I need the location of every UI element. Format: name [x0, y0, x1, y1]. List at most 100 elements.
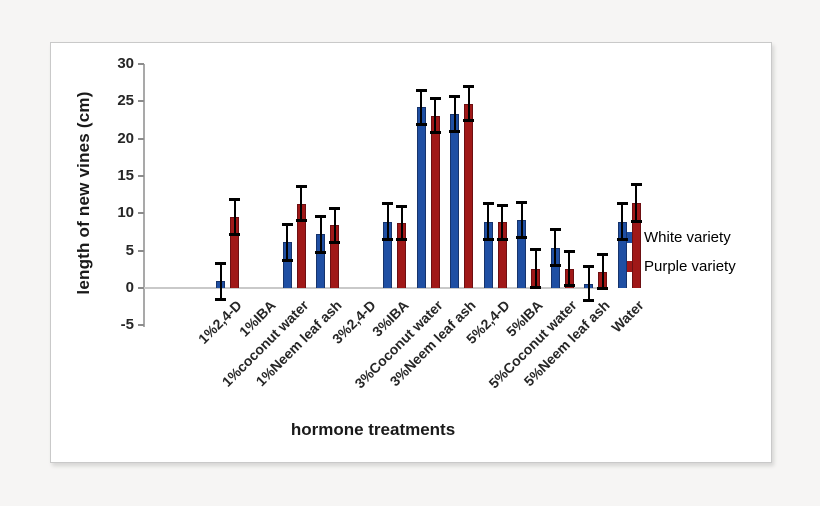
error-bar-line — [601, 254, 604, 289]
error-bar-line — [286, 224, 289, 261]
error-bar-line — [233, 199, 236, 235]
error-bar-line — [420, 90, 423, 125]
error-bar-line — [520, 202, 523, 238]
legend-label: Purple variety — [644, 257, 736, 275]
error-bar-line — [333, 208, 336, 243]
y-tick-mark — [138, 287, 144, 289]
bar-white-variety — [450, 114, 460, 288]
x-axis-title: hormone treatments — [290, 420, 456, 439]
y-tick-mark — [138, 249, 144, 252]
error-bar-cap — [429, 96, 441, 100]
error-bar-cap — [449, 130, 461, 134]
error-bar-cap — [482, 202, 494, 206]
error-bar-cap — [616, 202, 628, 206]
legend-item: White variety — [626, 227, 736, 247]
y-tick-mark — [138, 63, 144, 65]
error-bar-cap — [315, 214, 327, 218]
error-bar-line — [568, 251, 571, 286]
error-bar-cap — [229, 198, 240, 202]
error-bar-cap — [329, 206, 341, 210]
y-tick-label: 0 — [125, 279, 134, 296]
legend-swatch-icon — [626, 260, 637, 272]
zero-axis-line — [144, 287, 601, 289]
x-category-label: 1%2,4-D — [194, 297, 245, 347]
error-bar-cap — [295, 184, 307, 188]
error-bar-cap — [482, 237, 494, 241]
error-bar-cap — [583, 264, 595, 268]
y-tick-label: 20 — [117, 129, 134, 147]
error-bar-cap — [549, 228, 561, 232]
legend: White variety Purple variety — [626, 227, 736, 276]
y-tick-label: 30 — [117, 55, 134, 72]
y-tick-label: 10 — [117, 204, 134, 222]
error-bar-cap — [516, 235, 528, 239]
error-bar-line — [386, 203, 389, 240]
error-bar-cap — [530, 248, 542, 252]
y-axis-title: length of new vines (cm) — [74, 91, 93, 295]
error-bar-cap — [597, 252, 609, 256]
error-bar-line — [635, 184, 638, 222]
error-bar-cap — [415, 88, 427, 92]
error-bar-cap — [415, 122, 427, 126]
error-bar-cap — [295, 219, 307, 223]
legend-label: White variety — [644, 228, 731, 246]
error-bar-line — [400, 206, 403, 240]
error-bar-line — [534, 249, 537, 288]
y-tick-mark — [138, 324, 144, 327]
error-bar-cap — [516, 201, 528, 205]
error-bar-cap — [382, 202, 394, 206]
error-bar-cap — [229, 232, 240, 236]
error-bar-cap — [583, 299, 595, 303]
error-bar-cap — [281, 258, 293, 262]
bar-purple-variety — [430, 115, 440, 288]
error-bar-cap — [549, 264, 561, 268]
bar-white-variety — [416, 107, 426, 288]
error-bar-line — [319, 216, 322, 253]
error-bar-cap — [630, 220, 642, 224]
error-bar-cap — [530, 285, 542, 289]
error-bar-cap — [463, 119, 475, 123]
error-bar-line — [621, 203, 624, 240]
error-bar-cap — [463, 84, 475, 88]
error-bar-cap — [563, 284, 575, 288]
error-bar-line — [501, 205, 504, 240]
error-bar-cap — [563, 249, 575, 253]
legend-item: Purple variety — [626, 256, 736, 276]
y-tick-label: -5 — [120, 316, 134, 334]
error-bar-cap — [496, 203, 508, 207]
bar-purple-variety — [464, 103, 474, 288]
y-tick-label: 15 — [117, 167, 134, 184]
error-bar-line — [434, 98, 437, 133]
error-bar-line — [300, 186, 303, 221]
error-bar-cap — [449, 94, 461, 98]
error-bar-line — [219, 263, 222, 300]
error-bar-cap — [329, 240, 341, 244]
error-bar-cap — [630, 182, 642, 186]
error-bar-cap — [396, 205, 408, 209]
y-axis-line — [143, 64, 145, 327]
error-bar-line — [467, 86, 470, 121]
error-bar-cap — [496, 237, 508, 241]
error-bar-cap — [215, 261, 226, 265]
x-category-label: Water — [607, 297, 647, 336]
error-bar-line — [554, 229, 557, 266]
error-bar-cap — [597, 287, 609, 291]
error-bar-cap — [281, 223, 293, 227]
error-bar-cap — [429, 131, 441, 135]
error-bar-cap — [382, 237, 394, 241]
legend-swatch-icon — [626, 231, 637, 243]
chart-frame: length of new vines (cm) hormone treatme… — [50, 42, 772, 463]
error-bar-cap — [215, 297, 226, 301]
error-bar-line — [587, 266, 590, 301]
error-bar-cap — [315, 250, 327, 254]
y-tick-mark — [138, 100, 144, 103]
y-tick-label: 25 — [117, 92, 134, 110]
error-bar-cap — [616, 237, 628, 241]
y-tick-mark — [138, 175, 144, 177]
y-tick-mark — [138, 137, 144, 140]
y-tick-mark — [138, 212, 144, 215]
error-bar-cap — [396, 237, 408, 241]
error-bar-line — [487, 203, 490, 240]
y-tick-label: 5 — [125, 241, 134, 259]
